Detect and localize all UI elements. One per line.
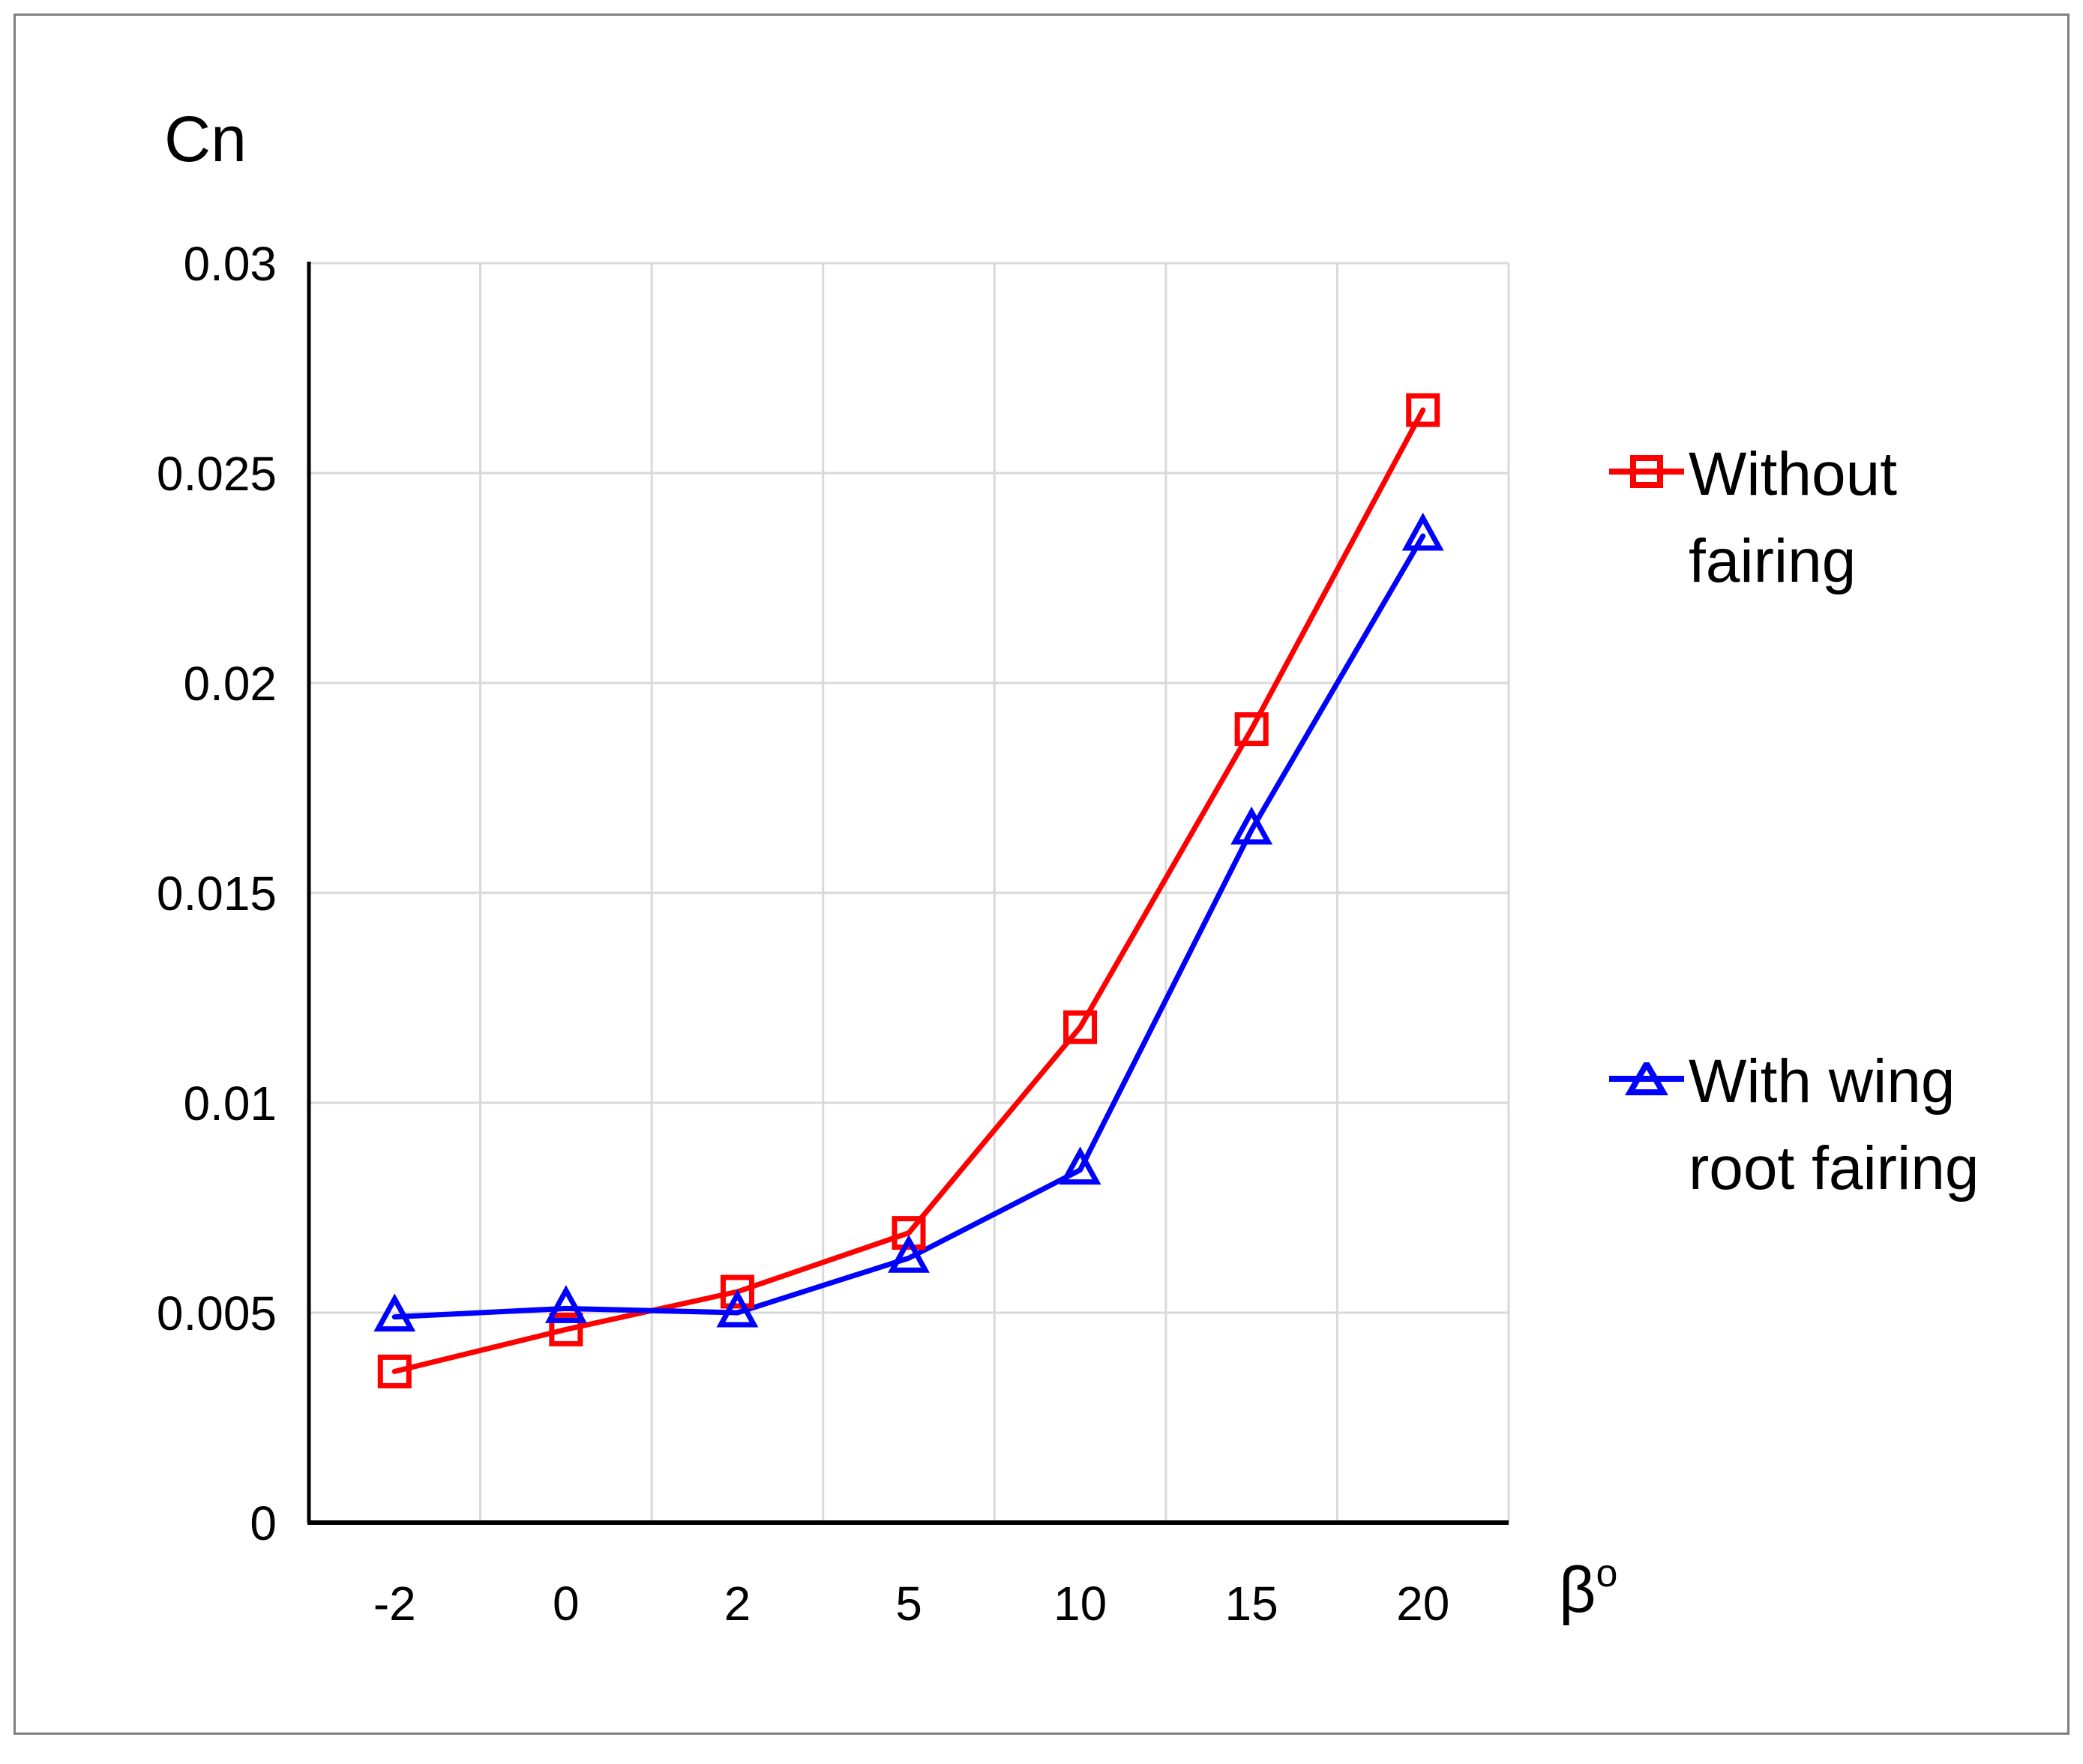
data-point-marker — [1230, 806, 1273, 845]
legend-label-line: fairing — [1689, 527, 1857, 595]
data-point-marker — [1063, 1010, 1098, 1044]
x-tick-label: 10 — [1053, 1577, 1107, 1631]
legend-label: With wing root fairing — [1689, 1038, 1979, 1212]
figure-frame: Cn 0 0.005 0.01 0.015 0.02 0.025 0.03 -2 0 2 5 10 15… — [13, 13, 2070, 1735]
y-tick-label: 0.03 — [183, 237, 277, 291]
y-tick-label: 0 — [250, 1496, 277, 1550]
legend-marker-square-icon — [1609, 455, 1684, 488]
legend-label-line: root fairing — [1689, 1134, 1980, 1202]
data-point-marker — [1401, 512, 1444, 551]
legend-label-line: With wing — [1689, 1047, 1956, 1116]
x-tick-label: 2 — [724, 1577, 751, 1631]
data-point-marker — [720, 1274, 754, 1309]
legend-label-line: Without — [1689, 440, 1897, 508]
legend-item-without-fairing: Without fairing — [1609, 431, 1897, 605]
data-point-marker — [544, 1285, 587, 1323]
series-line — [391, 533, 1426, 1320]
legend-item-with-wing-root-fairing: With wing root fairing — [1609, 1038, 1979, 1212]
legend-label: Without fairing — [1689, 431, 1897, 605]
data-point-marker — [373, 1293, 416, 1332]
x-axis-title-symbol: β — [1559, 1554, 1596, 1626]
y-tick-label: 0.02 — [183, 657, 277, 711]
y-tick-label: 0.015 — [157, 867, 277, 921]
data-point-marker — [888, 1234, 930, 1273]
y-tick-label: 0.005 — [157, 1286, 277, 1340]
data-point-marker — [716, 1289, 759, 1328]
y-tick-label: 0.025 — [157, 447, 277, 501]
data-point-marker — [549, 1312, 583, 1346]
y-tick-label: 0.01 — [183, 1077, 277, 1131]
legend-marker-triangle-icon — [1609, 1062, 1684, 1095]
data-point-marker — [1406, 393, 1440, 427]
x-tick-label: -2 — [373, 1577, 416, 1631]
data-point-marker — [377, 1354, 412, 1388]
data-point-marker — [892, 1216, 926, 1250]
data-point-marker — [1234, 712, 1269, 747]
x-axis-title: βo — [1559, 1554, 1617, 1622]
data-point-marker — [1059, 1146, 1101, 1185]
x-tick-label: 15 — [1225, 1577, 1278, 1631]
x-tick-label: 0 — [553, 1577, 580, 1631]
x-axis-title-superscript: o — [1596, 1552, 1618, 1595]
chart-canvas: 0 0.005 0.01 0.015 0.02 0.025 0.03 -2 0 2 5 10 15 20 — [157, 237, 1510, 1631]
y-axis-title: Cn — [164, 103, 247, 175]
x-tick-label: 5 — [895, 1577, 922, 1631]
series-line — [391, 407, 1426, 1374]
x-tick-label: 20 — [1396, 1577, 1449, 1631]
